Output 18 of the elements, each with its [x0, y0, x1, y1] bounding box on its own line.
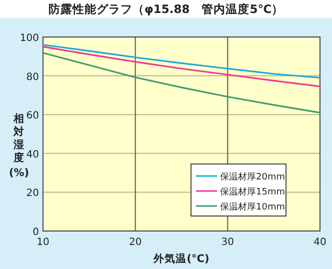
line-series: [42, 52, 321, 114]
x-tick-label: 40: [314, 237, 326, 248]
y-tick-label: 80: [26, 72, 39, 83]
y-tick-label: 20: [26, 188, 39, 200]
legend-label: 保温材厚20mm: [220, 172, 285, 182]
y-tick-label: 0: [32, 227, 39, 238]
line-series: [42, 46, 321, 88]
chart-title: 防露性能グラフ（φ15.88 管内温度5℃）: [48, 2, 284, 16]
legend-label: 保温材厚15mm: [220, 186, 285, 198]
legend-label: 保温材厚10mm: [220, 202, 285, 212]
y-tick-label: 60: [26, 110, 39, 122]
x-tick-label: 10: [36, 237, 50, 248]
line-series: [42, 44, 321, 79]
y-tick-label: 100: [20, 33, 39, 44]
x-tick-label: 20: [128, 237, 142, 248]
x-axis-title: 外気温(°C): [152, 252, 210, 265]
x-tick-label: 30: [221, 237, 234, 248]
y-tick-label: 40: [26, 149, 39, 160]
